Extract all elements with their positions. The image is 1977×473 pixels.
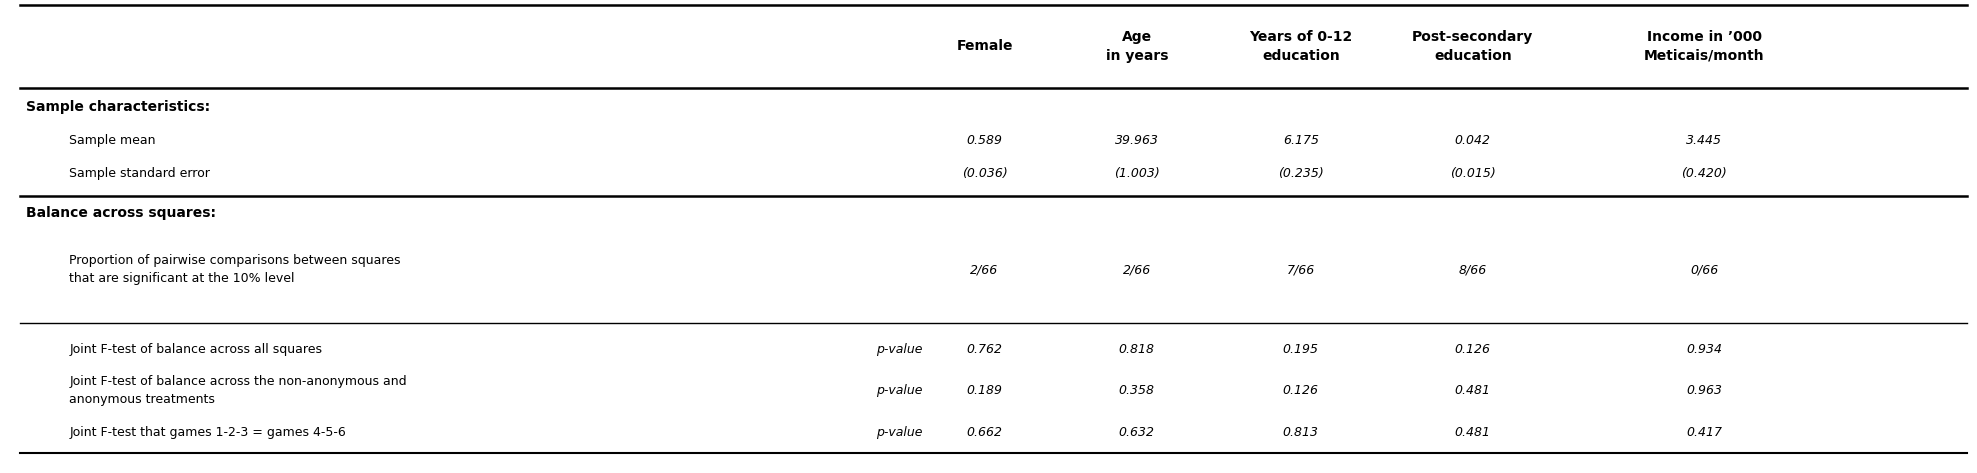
Text: 3.445: 3.445	[1686, 134, 1722, 148]
Text: Joint F-test of balance across the non-anonymous and
anonymous treatments: Joint F-test of balance across the non-a…	[69, 375, 407, 406]
Text: Sample mean: Sample mean	[69, 134, 156, 148]
Text: 0.481: 0.481	[1455, 426, 1491, 439]
Text: 39.963: 39.963	[1115, 134, 1159, 148]
Text: Sample standard error: Sample standard error	[69, 166, 210, 180]
Text: Female: Female	[957, 39, 1012, 53]
Text: 0.632: 0.632	[1119, 426, 1155, 439]
Text: p-value: p-value	[876, 426, 923, 439]
Text: p-value: p-value	[876, 342, 923, 356]
Text: 0.662: 0.662	[967, 426, 1002, 439]
Text: (0.015): (0.015)	[1449, 166, 1497, 180]
Text: (0.235): (0.235)	[1277, 166, 1325, 180]
Text: 0.818: 0.818	[1119, 342, 1155, 356]
Text: 0.195: 0.195	[1283, 342, 1319, 356]
Text: 6.175: 6.175	[1283, 134, 1319, 148]
Text: Income in ’000
Meticais/month: Income in ’000 Meticais/month	[1643, 30, 1765, 62]
Text: 0.042: 0.042	[1455, 134, 1491, 148]
Text: Joint F-test of balance across all squares: Joint F-test of balance across all squar…	[69, 342, 322, 356]
Text: 7/66: 7/66	[1287, 263, 1315, 276]
Text: Age
in years: Age in years	[1105, 30, 1168, 62]
Text: 2/66: 2/66	[971, 263, 998, 276]
Text: p-value: p-value	[876, 384, 923, 397]
Text: 8/66: 8/66	[1459, 263, 1487, 276]
Text: 0.934: 0.934	[1686, 342, 1722, 356]
Text: 0.189: 0.189	[967, 384, 1002, 397]
Text: 2/66: 2/66	[1123, 263, 1151, 276]
Text: Balance across squares:: Balance across squares:	[26, 206, 215, 220]
Text: (1.003): (1.003)	[1113, 166, 1160, 180]
Text: (0.420): (0.420)	[1680, 166, 1728, 180]
Text: Post-secondary
education: Post-secondary education	[1412, 30, 1534, 62]
Text: 0/66: 0/66	[1690, 263, 1718, 276]
Text: 0.963: 0.963	[1686, 384, 1722, 397]
Text: Joint F-test that games 1-2-3 = games 4-5-6: Joint F-test that games 1-2-3 = games 4-…	[69, 426, 346, 439]
Text: 0.358: 0.358	[1119, 384, 1155, 397]
Text: 0.762: 0.762	[967, 342, 1002, 356]
Text: Years of 0-12
education: Years of 0-12 education	[1249, 30, 1352, 62]
Text: 0.417: 0.417	[1686, 426, 1722, 439]
Text: Sample characteristics:: Sample characteristics:	[26, 100, 210, 114]
Text: Proportion of pairwise comparisons between squares
that are significant at the 1: Proportion of pairwise comparisons betwe…	[69, 254, 401, 285]
Text: 0.589: 0.589	[967, 134, 1002, 148]
Text: (0.036): (0.036)	[961, 166, 1008, 180]
Text: 0.813: 0.813	[1283, 426, 1319, 439]
Text: 0.481: 0.481	[1455, 384, 1491, 397]
Text: 0.126: 0.126	[1283, 384, 1319, 397]
Text: 0.126: 0.126	[1455, 342, 1491, 356]
